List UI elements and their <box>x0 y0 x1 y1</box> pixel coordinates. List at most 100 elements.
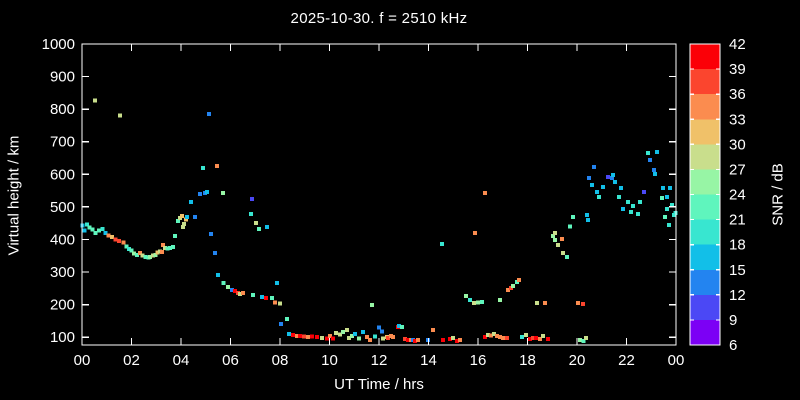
scatter-point <box>82 228 87 233</box>
scatter-point <box>121 240 126 245</box>
plot-border <box>81 43 677 346</box>
x-tick-label: 00 <box>74 352 91 369</box>
scatter-point <box>168 245 173 250</box>
scatter-point <box>325 336 329 341</box>
scatter-point <box>249 212 253 216</box>
scatter-point <box>581 338 586 343</box>
colorbar-segment <box>690 194 720 220</box>
scatter-point <box>440 242 445 246</box>
scatter-point <box>668 186 673 190</box>
scatter-point <box>629 209 633 214</box>
scatter-point <box>646 150 650 155</box>
scatter-point <box>663 215 668 219</box>
scatter-point <box>586 175 591 180</box>
scatter-point <box>110 234 115 239</box>
scatter-point <box>498 334 502 339</box>
scatter-point <box>619 186 624 190</box>
scatter-point <box>309 334 314 339</box>
y-tick-label: 1000 <box>42 36 75 53</box>
snr-colorbar: 6 9 12 15 18 21 24 27 30 33 36 39 42 <box>689 36 746 354</box>
scatter-point <box>230 287 234 292</box>
scatter-point <box>489 333 494 338</box>
scatter-point <box>553 230 557 235</box>
scatter-point <box>183 217 188 222</box>
scatter-point <box>495 333 500 338</box>
scatter-point <box>153 253 158 258</box>
scatter-point <box>341 330 346 334</box>
scatter-point <box>648 158 652 162</box>
scatter-point <box>286 331 291 336</box>
scatter-point <box>468 298 473 302</box>
scatter-point <box>571 215 575 219</box>
y-tick-label: 700 <box>50 134 75 151</box>
colorbar-segment <box>690 94 720 120</box>
scatter-point <box>221 281 226 286</box>
scatter-point <box>295 333 300 338</box>
scatter-point <box>188 200 193 204</box>
scatter-point <box>201 165 205 170</box>
scatter-point <box>635 212 640 216</box>
scatter-point <box>517 277 522 282</box>
scatter-point <box>485 332 490 337</box>
colorbar-segment <box>690 294 720 320</box>
colorbar-tick-label: 24 <box>729 187 746 204</box>
scatter-point <box>653 172 657 176</box>
scatter-point <box>597 195 601 200</box>
scatter-point <box>90 227 95 232</box>
scatter-point <box>118 113 123 118</box>
scatter-point <box>176 218 180 223</box>
scatter-point <box>134 253 139 258</box>
scatter-point <box>148 255 153 259</box>
scatter-point <box>275 280 279 285</box>
scatter-point <box>576 301 580 305</box>
scatter-point <box>87 225 92 230</box>
scatter-point <box>333 330 338 335</box>
scatter-point <box>385 335 390 340</box>
scatter-point <box>565 255 570 259</box>
y-tick-label: 800 <box>50 101 75 118</box>
scatter-point <box>207 112 211 116</box>
colorbar-tick-label: 42 <box>729 36 746 53</box>
scatter-point <box>184 215 189 219</box>
scatter-point <box>337 332 342 337</box>
scatter-point <box>482 334 487 339</box>
scatter-point <box>208 231 213 236</box>
scatter-point <box>193 215 198 219</box>
y-tick-label: 500 <box>50 199 75 216</box>
x-tick-label: 04 <box>173 352 190 369</box>
x-tick-label: 14 <box>420 352 437 369</box>
scatter-point <box>670 202 674 207</box>
x-axis-label: UT Time / hrs <box>334 376 424 393</box>
scatter-point <box>530 335 535 340</box>
scatter-point <box>345 328 350 332</box>
scatter-point <box>578 337 582 342</box>
scatter-point <box>473 230 477 235</box>
scatter-point <box>610 173 615 177</box>
colorbar-tick-label: 18 <box>729 237 746 254</box>
colorbar-tick-label: 12 <box>729 287 746 304</box>
x-tick-label: 16 <box>470 352 487 369</box>
scatter-point <box>472 301 476 305</box>
colorbar-segment <box>690 244 720 270</box>
scatter-point <box>263 295 268 300</box>
scatter-point <box>609 175 614 180</box>
scatter-point <box>605 174 610 179</box>
scatter-point <box>254 220 258 225</box>
scatter-point <box>250 197 254 202</box>
scatter-point <box>226 285 230 289</box>
scatter-point <box>212 250 217 255</box>
scatter-point <box>492 331 497 336</box>
scatter-point <box>151 253 155 258</box>
colorbar-segment <box>690 119 720 145</box>
scatter-point <box>159 249 164 254</box>
scatter-point <box>584 213 589 217</box>
scatter-point <box>388 333 393 338</box>
scatter-point <box>673 211 678 216</box>
scatter-point <box>314 335 319 340</box>
scatter-point <box>171 244 176 249</box>
scatter-point <box>480 300 484 304</box>
scatter-point <box>140 253 145 258</box>
colorbar-segment <box>690 169 720 195</box>
